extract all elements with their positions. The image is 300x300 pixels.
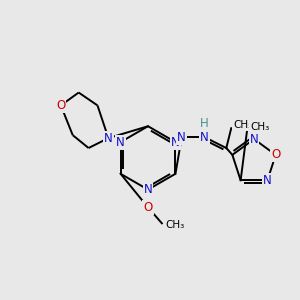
Text: O: O (271, 148, 280, 161)
Text: O: O (56, 99, 65, 112)
Text: H: H (200, 117, 209, 130)
Text: N: N (263, 174, 272, 187)
Text: N: N (177, 130, 186, 144)
Text: N: N (116, 136, 125, 148)
Text: N: N (144, 183, 152, 196)
Text: O: O (143, 201, 153, 214)
Text: CH₃: CH₃ (233, 120, 253, 130)
Text: N: N (171, 136, 180, 148)
Text: N: N (200, 130, 209, 144)
Text: CH₃: CH₃ (250, 122, 269, 132)
Text: CH₃: CH₃ (166, 220, 185, 230)
Text: N: N (104, 132, 113, 145)
Text: N: N (250, 133, 258, 146)
